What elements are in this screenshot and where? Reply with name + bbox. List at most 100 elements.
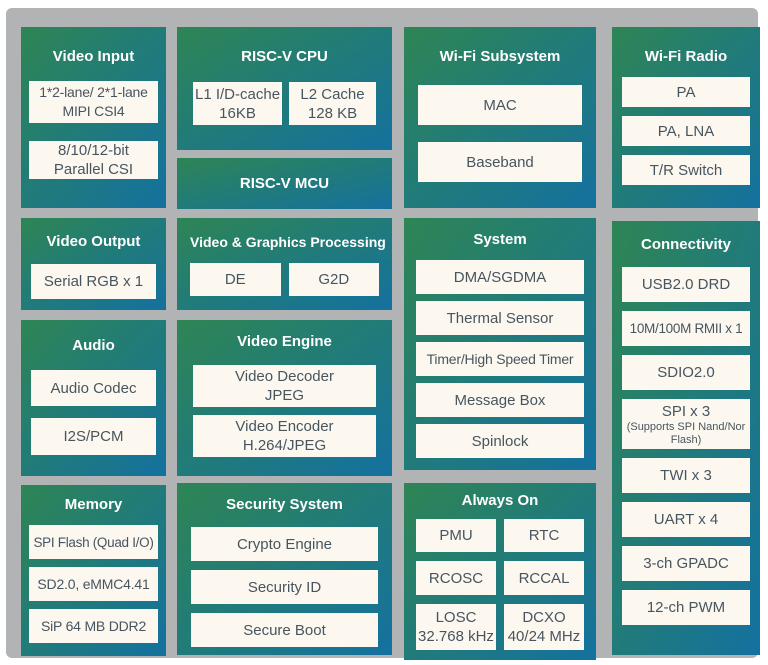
block-video-encoder: Video Encoder H.264/JPEG [193, 415, 376, 457]
block-label: 8/10/12-bit [58, 142, 129, 159]
block-label: 10M/100M RMII x 1 [629, 321, 743, 336]
panel-connectivity: Connectivity USB2.0 DRD 10M/100M RMII x … [612, 221, 760, 655]
video-graphics-blocks: DE G2D [190, 263, 379, 296]
panel-wifi-radio: Wi-Fi Radio PA PA, LNA T/R Switch [612, 27, 760, 208]
block-label: SPI Flash (Quad I/O) [33, 534, 154, 550]
panel-video-input: Video Input 1*2-lane/ 2*1-lane MIPI CSI4… [21, 27, 166, 208]
riscv-cpu-blocks: L1 I/D-cache 16KB L2 Cache 128 KB [193, 82, 376, 125]
block-label: I2S/PCM [63, 428, 124, 445]
block-de: DE [190, 263, 281, 296]
block-label: Video Encoder [235, 418, 334, 435]
block-g2d: G2D [288, 263, 379, 296]
panel-security-system: Security System Crypto Engine Security I… [177, 483, 392, 655]
block-dcxo: DCXO 40/24 MHz [504, 604, 584, 650]
block-pa: PA [622, 77, 750, 107]
diagram-canvas: Video Input 1*2-lane/ 2*1-lane MIPI CSI4… [6, 8, 760, 660]
block-label: DCXO [522, 609, 566, 626]
block-label: Video Decoder [235, 368, 334, 385]
panel-wifi-subsystem: Wi-Fi Subsystem MAC Baseband [404, 27, 596, 208]
panel-always-on: Always On PMU RTC RCOSC RCCAL LOSC 32.76… [404, 483, 596, 660]
wifi-subsystem-blocks: MAC Baseband [418, 85, 582, 182]
security-blocks: Crypto Engine Security ID Secure Boot [191, 527, 378, 647]
block-label: PMU [439, 527, 473, 544]
block-label: SD2.0, eMMC4.41 [37, 575, 150, 592]
block-spi-flash: SPI Flash (Quad I/O) [29, 525, 158, 559]
block-label: SiP 64 MB DDR2 [40, 617, 147, 634]
block-pwm: 12-ch PWM [622, 590, 750, 625]
panel-title-security-system: Security System [226, 496, 343, 513]
block-rcosc: RCOSC [416, 561, 496, 595]
connectivity-blocks: USB2.0 DRD 10M/100M RMII x 1 SDIO2.0 SPI… [622, 267, 750, 625]
block-serial-rgb: Serial RGB x 1 [31, 264, 156, 299]
block-tr-switch: T/R Switch [622, 155, 750, 185]
video-input-blocks: 1*2-lane/ 2*1-lane MIPI CSI4 8/10/12-bit… [29, 81, 158, 179]
block-dma-sgdma: DMA/SGDMA [416, 260, 584, 294]
block-label: Baseband [466, 153, 534, 171]
block-label: PA [676, 83, 696, 101]
panel-video-output: Video Output Serial RGB x 1 [21, 218, 166, 310]
block-crypto-engine: Crypto Engine [191, 527, 378, 561]
block-label: DMA/SGDMA [453, 268, 547, 286]
block-label: UART x 4 [653, 511, 719, 528]
block-sip-ddr2: SiP 64 MB DDR2 [29, 609, 158, 643]
block-secure-boot: Secure Boot [191, 613, 378, 647]
block-label: PA, LNA [657, 122, 715, 140]
block-uart: UART x 4 [622, 502, 750, 537]
video-output-blocks: Serial RGB x 1 [31, 264, 156, 299]
block-label: Timer/High Speed Timer [426, 350, 574, 367]
block-label: L1 I/D-cache [195, 85, 281, 103]
block-i2s-pcm: I2S/PCM [31, 418, 156, 455]
block-label: Message Box [454, 391, 546, 409]
block-message-box: Message Box [416, 383, 584, 417]
block-sd-emmc: SD2.0, eMMC4.41 [29, 567, 158, 601]
block-label: T/R Switch [649, 161, 723, 179]
block-label: DE [224, 271, 246, 288]
block-label: TWI x 3 [660, 467, 712, 484]
block-label: SPI x 3 [661, 402, 711, 420]
block-label: Security ID [247, 578, 322, 596]
panel-video-engine: Video Engine Video Decoder JPEG Video En… [177, 320, 392, 476]
block-label: SDIO2.0 [657, 364, 715, 381]
panel-title-video-output: Video Output [46, 233, 141, 250]
block-label: JPEG [264, 387, 305, 404]
block-label: Thermal Sensor [446, 309, 554, 327]
audio-blocks: Audio Codec I2S/PCM [31, 370, 156, 455]
block-sdio: SDIO2.0 [622, 355, 750, 390]
panel-title-video-engine: Video Engine [237, 333, 332, 350]
block-rmii: 10M/100M RMII x 1 [622, 311, 750, 346]
block-label: USB2.0 DRD [641, 276, 731, 293]
panel-title-system: System [473, 231, 527, 248]
block-spi: SPI x 3 (Supports SPI Nand/Nor Flash) [622, 399, 750, 449]
block-pa-lna: PA, LNA [622, 116, 750, 146]
block-gpadc: 3-ch GPADC [622, 546, 750, 581]
block-rtc: RTC [504, 519, 584, 552]
system-blocks: DMA/SGDMA Thermal Sensor Timer/High Spee… [416, 260, 584, 458]
block-label: MIPI CSI4 [62, 103, 125, 119]
panel-system: System DMA/SGDMA Thermal Sensor Timer/Hi… [404, 218, 596, 470]
block-label: RTC [528, 527, 560, 544]
block-parallel-csi: 8/10/12-bit Parallel CSI [29, 141, 158, 179]
block-label: Parallel CSI [53, 161, 134, 178]
panel-title-audio: Audio [72, 337, 115, 354]
block-label: G2D [318, 271, 350, 288]
block-pmu: PMU [416, 519, 496, 552]
block-spinlock: Spinlock [416, 424, 584, 458]
block-audio-codec: Audio Codec [31, 370, 156, 406]
block-label: 16KB [219, 104, 256, 122]
panel-title-always-on: Always On [461, 492, 539, 509]
block-label: 128 KB [307, 104, 358, 122]
block-label: LOSC [435, 609, 477, 626]
block-label: Crypto Engine [236, 535, 333, 553]
block-label: 1*2-lane/ 2*1-lane [39, 84, 148, 100]
block-timer: Timer/High Speed Timer [416, 342, 584, 376]
block-label: 3-ch GPADC [643, 555, 729, 572]
block-losc: LOSC 32.768 kHz [416, 604, 496, 650]
panel-title-riscv-mcu: RISC-V MCU [239, 174, 330, 192]
block-label: Secure Boot [243, 621, 326, 639]
block-baseband: Baseband [418, 142, 582, 182]
block-twi: TWI x 3 [622, 458, 750, 493]
always-on-blocks: PMU RTC RCOSC RCCAL LOSC 32.768 kHz DCXO… [416, 519, 584, 650]
block-label: 40/24 MHz [507, 628, 581, 645]
panel-riscv-mcu: RISC-V MCU [177, 158, 392, 209]
panel-memory: Memory SPI Flash (Quad I/O) SD2.0, eMMC4… [21, 485, 166, 656]
